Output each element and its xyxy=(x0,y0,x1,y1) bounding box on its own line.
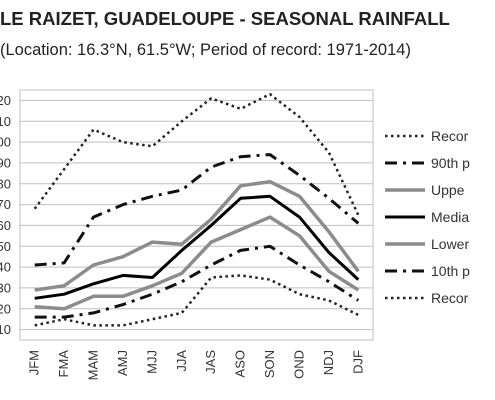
legend-label-7: Recor xyxy=(431,290,469,306)
y-tick-label: 20 xyxy=(0,301,11,316)
x-tick-label: OND xyxy=(291,350,306,379)
x-tick-label: AMJ xyxy=(115,350,130,376)
legend-label-5: Lower xyxy=(431,236,469,252)
legend-label-2: 90th p xyxy=(431,155,470,171)
x-tick-label: JAS xyxy=(203,350,218,374)
x-tick-label: NDJ xyxy=(321,350,336,375)
legend-label-1: Recor xyxy=(431,128,469,144)
x-tick-label: MAM xyxy=(86,350,101,380)
legend-label-4: Media xyxy=(431,209,469,225)
series-line-2 xyxy=(34,153,360,267)
series-line-1 xyxy=(33,92,360,216)
legend-label-3: Uppe xyxy=(431,182,465,198)
x-tick-label: DJF xyxy=(350,350,365,374)
plot-area xyxy=(19,89,374,341)
x-tick-label: JJA xyxy=(174,350,189,372)
x-tick-label: JFM xyxy=(27,350,42,375)
y-tick-label: 70 xyxy=(0,197,11,212)
y-tick-label: 110 xyxy=(0,114,11,129)
x-tick-label: MJJ xyxy=(144,350,159,374)
y-tick-label: 90 xyxy=(0,155,11,170)
series-line-5 xyxy=(34,215,360,311)
chart-title: LE RAIZET, GUADELOUPE - SEASONAL RAINFAL… xyxy=(0,8,450,29)
chart-subtitle: (Location: 16.3°N, 61.5°W; Period of rec… xyxy=(0,41,411,59)
legend-label-6: 10th p xyxy=(431,263,470,279)
series-line-3 xyxy=(34,179,360,292)
y-tick-label: 40 xyxy=(0,260,11,275)
y-tick-label: 10 xyxy=(0,322,11,337)
y-tick-label: 50 xyxy=(0,239,11,254)
x-tick-label: SON xyxy=(262,350,277,378)
series-line-4 xyxy=(34,194,360,300)
y-tick-label: 80 xyxy=(0,176,11,191)
y-tick-label: 60 xyxy=(0,218,11,233)
series-line-6 xyxy=(34,244,360,319)
y-tick-label: 100 xyxy=(0,135,11,150)
x-tick-label: FMA xyxy=(56,350,71,378)
series-line-7 xyxy=(34,274,359,327)
x-tick-label: ASO xyxy=(233,350,248,377)
y-tick-label: 30 xyxy=(0,280,11,295)
y-tick-label: 120 xyxy=(0,93,11,108)
